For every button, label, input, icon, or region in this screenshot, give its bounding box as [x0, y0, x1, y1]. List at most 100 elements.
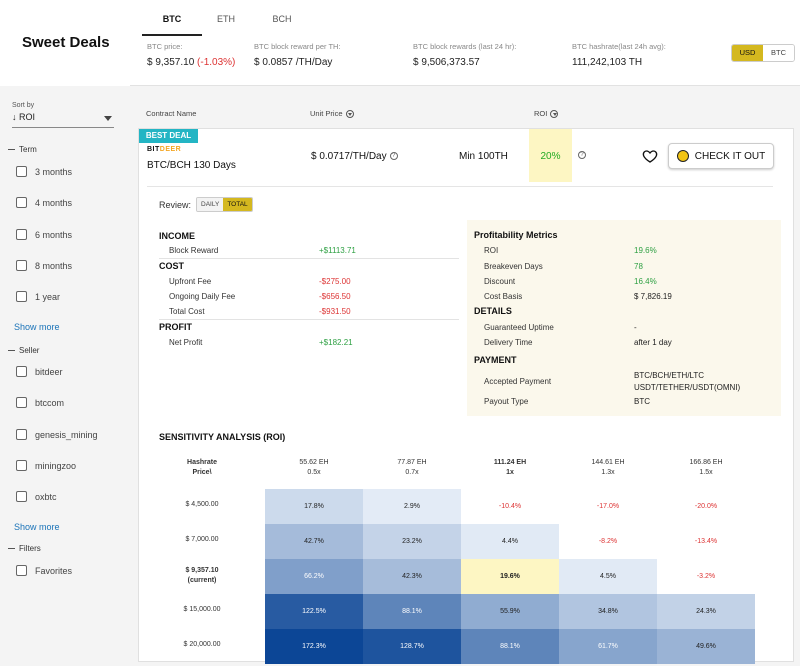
- seller-option[interactable]: genesis_mining: [16, 429, 98, 440]
- stat-hashrate-label: BTC hashrate(last 24h avg):: [572, 42, 666, 51]
- sensitivity-cell: 88.1%: [461, 629, 559, 664]
- min-hashrate: Min 100TH: [459, 151, 508, 162]
- checkbox[interactable]: [16, 460, 27, 471]
- checkbox[interactable]: [16, 166, 27, 177]
- term-option[interactable]: 6 months: [16, 229, 72, 240]
- checkbox[interactable]: [16, 366, 27, 377]
- review-total-button[interactable]: TOTAL: [223, 198, 252, 211]
- help-icon[interactable]: ?: [578, 151, 586, 159]
- checkbox[interactable]: [16, 291, 27, 302]
- sensitivity-cell: 42.7%: [265, 524, 363, 559]
- net-profit-label: Net Profit: [169, 338, 203, 347]
- column-unit-price[interactable]: Unit Price: [310, 109, 354, 119]
- term-option[interactable]: 1 year: [16, 291, 60, 302]
- contract-name: BTC/BCH 130 Days: [147, 160, 236, 171]
- app-title: Sweet Deals: [22, 34, 110, 51]
- currency-usd-button[interactable]: USD: [732, 45, 763, 61]
- sort-label: Sort by: [12, 102, 35, 109]
- hashrate-column-header: 77.87 EH 0.7x: [397, 459, 427, 476]
- heart-icon[interactable]: [642, 148, 658, 164]
- column-roi[interactable]: ROI: [534, 109, 559, 119]
- sensitivity-cell: 24.3%: [657, 594, 755, 629]
- deal-card: 20% BEST DEAL BITDEER BTC/BCH 130 Days $…: [138, 128, 794, 664]
- sensitivity-cell: 49.6%: [657, 629, 755, 664]
- filter-favorites[interactable]: Favorites: [16, 565, 72, 576]
- filters-section-label: Filters: [8, 544, 41, 553]
- check-it-out-button[interactable]: CHECK IT OUT: [668, 143, 774, 169]
- sensitivity-cell: 66.2%: [265, 559, 363, 594]
- seller-option[interactable]: bitdeer: [16, 366, 63, 377]
- tab-eth[interactable]: ETH: [217, 14, 235, 24]
- metrics-heading: Profitability Metrics: [474, 230, 558, 240]
- review-toggle: Review: DAILY TOTAL: [159, 197, 253, 212]
- stat-rewards24-label: BTC block rewards (last 24 hr):: [413, 42, 517, 51]
- sort-icon: [345, 110, 354, 119]
- upfront-fee-value: -$275.00: [319, 277, 351, 286]
- stat-price-value: $ 9,357.10 (-1.03%): [147, 57, 236, 68]
- stat-hashrate: BTC hashrate(last 24h avg): 111,242,103 …: [572, 42, 666, 68]
- term-option[interactable]: 3 months: [16, 166, 72, 177]
- metrics-panel: Profitability Metrics ROI 19.6% Breakeve…: [467, 220, 781, 416]
- currency-toggle: USD BTC: [731, 44, 795, 62]
- accepted-payment-value-1: BTC/BCH/ETH/LTC: [634, 371, 705, 380]
- checkbox[interactable]: [16, 565, 27, 576]
- uptime-label: Guaranteed Uptime: [484, 323, 554, 332]
- unit-price: $ 0.0717/TH/Day?: [311, 151, 398, 162]
- sort-select[interactable]: ↓ ROI: [12, 112, 114, 128]
- tab-btc[interactable]: BTC: [162, 14, 182, 24]
- stat-price-label: BTC price:: [147, 42, 183, 51]
- sensitivity-corner-header: Hashrate Price\: [187, 459, 217, 476]
- seller-option[interactable]: btccom: [16, 397, 64, 408]
- total-cost-value: -$931.50: [319, 307, 351, 316]
- seller-option[interactable]: miningzoo: [16, 460, 76, 471]
- help-icon: ?: [389, 152, 398, 161]
- payout-label: Payout Type: [484, 397, 529, 406]
- sensitivity-cell: -10.4%: [461, 489, 559, 524]
- stat-rewards24-value: $ 9,506,373.57: [413, 57, 480, 68]
- stat-reward-value: $ 0.0857 /TH/Day: [254, 57, 333, 68]
- term-option[interactable]: 8 months: [16, 260, 72, 271]
- upfront-fee-label: Upfront Fee: [169, 277, 212, 286]
- checkbox[interactable]: [16, 397, 27, 408]
- term-show-more-link[interactable]: Show more: [14, 322, 60, 332]
- block-reward-label: Block Reward: [169, 246, 219, 255]
- checkbox[interactable]: [16, 429, 27, 440]
- currency-btc-button[interactable]: BTC: [763, 45, 794, 61]
- cost-basis-value: $ 7,826.19: [634, 292, 672, 301]
- checkbox[interactable]: [16, 491, 27, 502]
- term-option[interactable]: 4 months: [16, 197, 72, 208]
- sensitivity-cell: 17.8%: [265, 489, 363, 524]
- checkbox[interactable]: [16, 197, 27, 208]
- hashrate-column-header: 111.24 EH 1x: [493, 459, 527, 476]
- seller-show-more-link[interactable]: Show more: [14, 522, 60, 532]
- sensitivity-cell: 34.8%: [559, 594, 657, 629]
- accepted-payment-label: Accepted Payment: [484, 377, 552, 386]
- profit-heading: PROFIT: [159, 322, 192, 332]
- roi-label: ROI: [484, 246, 499, 255]
- hashrate-column-header: 55.62 EH 0.5x: [299, 459, 329, 476]
- checkbox[interactable]: [16, 229, 27, 240]
- price-row-label: $ 7,000.00: [185, 536, 219, 543]
- seller-option[interactable]: oxbtc: [16, 491, 57, 502]
- price-row-label: $ 9,357.10 (current): [185, 567, 219, 584]
- payment-heading: PAYMENT: [474, 355, 517, 365]
- discount-value: 16.4%: [634, 277, 657, 286]
- tab-bch[interactable]: BCH: [272, 14, 292, 24]
- seller-logo: BITDEER: [147, 146, 182, 153]
- divider: [147, 186, 773, 187]
- breakeven-label: Breakeven Days: [484, 262, 543, 271]
- income-heading: INCOME: [159, 231, 195, 241]
- net-profit-value: +$182.21: [319, 338, 353, 347]
- ongoing-fee-label: Ongoing Daily Fee: [169, 292, 236, 301]
- checkbox[interactable]: [16, 260, 27, 271]
- price-row-label: $ 4,500.00: [185, 501, 219, 508]
- review-daily-button[interactable]: DAILY: [197, 198, 224, 211]
- block-reward-value: +$1113.71: [319, 246, 356, 255]
- price-change: (-1.03%): [197, 57, 236, 68]
- roi-value: 20%: [529, 129, 572, 182]
- details-heading: DETAILS: [474, 306, 512, 316]
- total-cost-label: Total Cost: [169, 307, 205, 316]
- uptime-value: -: [634, 323, 637, 332]
- delivery-label: Delivery Time: [484, 338, 533, 347]
- stat-reward-label: BTC block reward per TH:: [254, 42, 341, 51]
